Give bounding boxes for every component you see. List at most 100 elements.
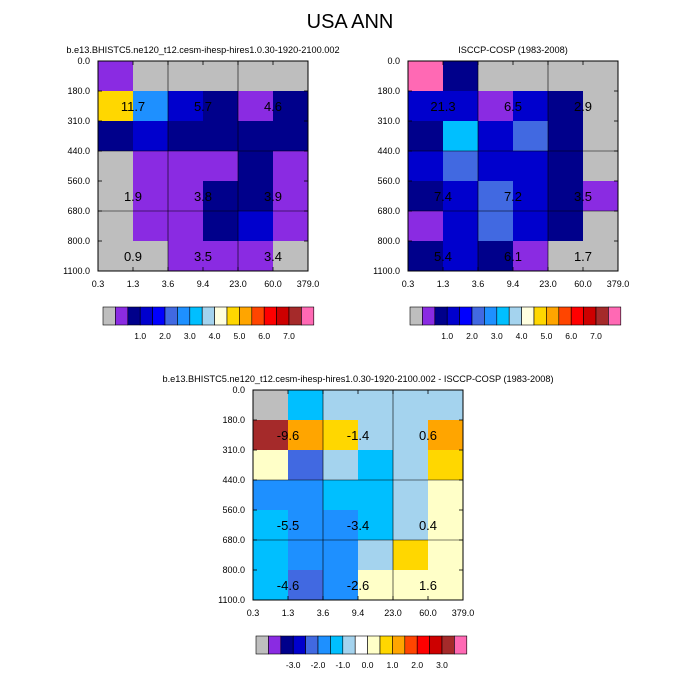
colorbar: 1.0 2.0 3.0 4.0 5.0 6.0 7.0 — [409, 306, 622, 341]
heatmap-cell — [98, 121, 134, 152]
colorbar-swatch — [288, 306, 302, 326]
heatmap-cell — [513, 211, 549, 242]
heatmap-cell — [428, 390, 464, 421]
x-tick-label: 60.0 — [419, 608, 437, 618]
heatmap-cell — [358, 390, 394, 421]
page-title: USA ANN — [307, 11, 394, 33]
heatmap-cell — [238, 121, 274, 152]
heatmap-cell — [358, 450, 394, 481]
heatmap-cell — [273, 241, 309, 272]
heatmap-cell — [253, 420, 289, 451]
colorbar-swatch — [454, 635, 468, 655]
heatmap-cell — [238, 151, 274, 182]
colorbar-swatch — [521, 306, 535, 326]
y-tick-label: 310.0 — [67, 116, 90, 126]
heatmap-cell — [548, 241, 584, 272]
x-tick-label: 9.4 — [352, 608, 365, 618]
x-tick-label: 3.6 — [317, 608, 330, 618]
heatmap-cell — [428, 510, 464, 541]
heatmap-cell — [583, 151, 619, 182]
heatmap-cell — [358, 510, 394, 541]
heatmap-cell — [513, 91, 549, 122]
x-tick-label: 379.0 — [607, 279, 630, 289]
colorbar-label: 3.0 — [491, 331, 503, 341]
heatmap-cell — [443, 211, 479, 242]
colorbar-label: -1.0 — [335, 660, 350, 670]
heatmap-cell — [478, 121, 514, 152]
heatmap-cell — [323, 450, 359, 481]
colorbar-swatch — [255, 635, 269, 655]
y-tick-label: 440.0 — [377, 146, 400, 156]
heatmap-cell — [98, 241, 134, 272]
heatmap-cell — [168, 61, 204, 92]
colorbar-swatch — [115, 306, 129, 326]
heatmap-cell — [288, 390, 324, 421]
heatmap-cell — [583, 91, 619, 122]
colorbar-swatch — [214, 306, 228, 326]
heatmap-cell — [443, 181, 479, 212]
heatmap-cell — [408, 241, 444, 272]
heatmap-cell — [443, 121, 479, 152]
colorbar-swatch — [471, 306, 485, 326]
cell-value-label: -4.6 — [277, 578, 299, 593]
x-tick-label: 379.0 — [452, 608, 475, 618]
colorbar-swatch — [280, 635, 294, 655]
y-tick-label: 0.0 — [77, 56, 90, 66]
heatmap-cell — [443, 61, 479, 92]
x-tick-label: 23.0 — [384, 608, 402, 618]
heatmap-panel-3: b.e13.BHISTC5.ne120_t12.cesm-ihesp-hires… — [162, 374, 553, 670]
heatmap-cell — [133, 211, 169, 242]
heatmap-cell — [428, 450, 464, 481]
x-tick-label: 60.0 — [574, 279, 592, 289]
colorbar-swatch — [434, 306, 448, 326]
heatmap-cell — [288, 570, 324, 601]
cell-value-label: 6.5 — [504, 99, 522, 114]
colorbar-swatch — [496, 306, 510, 326]
colorbar-label: 2.0 — [411, 660, 423, 670]
heatmap-cell — [548, 91, 584, 122]
y-tick-label: 800.0 — [67, 236, 90, 246]
cell-value-label: 11.7 — [121, 99, 145, 114]
heatmap-cell — [358, 570, 394, 601]
heatmap-cell — [583, 181, 619, 212]
heatmap-cell — [548, 211, 584, 242]
colorbar-swatch — [546, 306, 560, 326]
heatmap-cell — [513, 151, 549, 182]
colorbar-label: 0.0 — [362, 660, 374, 670]
cell-value-label: 3.8 — [194, 189, 212, 204]
colorbar-swatch — [226, 306, 240, 326]
x-tick-label: 23.0 — [539, 279, 557, 289]
heatmap-cell — [583, 121, 619, 152]
y-tick-label: 0.0 — [232, 385, 245, 395]
colorbar-swatch — [416, 635, 430, 655]
heatmap-cell — [408, 121, 444, 152]
heatmap-cell — [98, 151, 134, 182]
heatmap-cell — [238, 91, 274, 122]
colorbar-swatch — [583, 306, 597, 326]
heatmap-cell — [238, 181, 274, 212]
heatmap-cell — [273, 91, 309, 122]
colorbar-swatch — [429, 635, 443, 655]
y-tick-label: 560.0 — [67, 176, 90, 186]
colorbar-swatch — [127, 306, 141, 326]
colorbar-label: 7.0 — [283, 331, 295, 341]
heatmap-cell — [358, 480, 394, 511]
colorbar-swatch — [189, 306, 203, 326]
cell-value-label: 0.6 — [419, 428, 437, 443]
heatmap-cell — [323, 390, 359, 421]
colorbar-swatch — [446, 306, 460, 326]
y-tick-label: 1100.0 — [373, 266, 400, 276]
heatmap-cell — [443, 151, 479, 182]
y-tick-label: 0.0 — [387, 56, 400, 66]
heatmap-cell — [288, 510, 324, 541]
cell-value-label: 0.4 — [419, 518, 437, 533]
heatmap-cell — [408, 61, 444, 92]
colorbar-label: 1.0 — [134, 331, 146, 341]
x-tick-label: 1.3 — [437, 279, 450, 289]
colorbar-swatch — [268, 635, 282, 655]
heatmap-cell — [133, 91, 169, 122]
colorbar-label: -3.0 — [286, 660, 301, 670]
heatmap-cell — [478, 211, 514, 242]
y-tick-label: 680.0 — [377, 206, 400, 216]
colorbar-label: 2.0 — [466, 331, 478, 341]
